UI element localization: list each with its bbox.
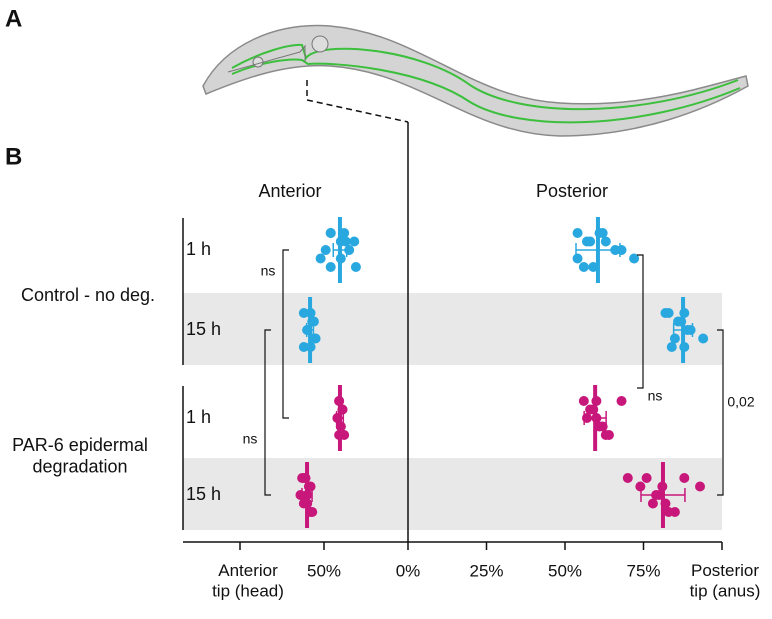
data-point [663,308,674,318]
data-point [669,333,680,344]
data-point [600,430,611,440]
data-point [635,481,646,492]
data-point [578,396,589,406]
comparison-label: ns [243,431,258,447]
worm-illustration [202,24,749,542]
data-point [588,262,599,272]
timepoint-label: 1 h [186,407,211,427]
data-point [666,342,677,352]
timepoint-label: 15 h [186,484,221,504]
data-point [325,228,336,238]
comparison-bracket [717,329,724,496]
data-point [647,498,658,509]
data-point [695,481,706,492]
comparison-bracket [282,249,289,419]
data-point [679,473,690,483]
x-tick-label: 50% [548,561,582,580]
data-point [616,396,627,406]
data-point [349,236,360,247]
data-point [320,245,331,255]
data-point [572,228,583,238]
data-point [578,262,589,272]
x-tick-label: 25% [469,561,503,580]
x-tick-label: 0% [396,561,421,580]
panel-label: B [5,143,22,170]
axis-title: Posterior [536,181,608,201]
data-point [315,253,326,264]
data-point [350,262,361,272]
data-point [663,507,674,517]
timepoint-label: 1 h [186,239,211,259]
data-point [622,473,633,483]
x-tick-label: Anterior tip (head) [212,561,284,600]
panel-label: A [5,5,22,32]
group-label: Control - no deg. [21,285,155,305]
data-point [325,262,336,272]
x-tick-label: 50% [307,561,341,580]
data-point [597,228,608,238]
data-point [698,333,709,344]
data-point [600,236,611,247]
comparison-bracket [264,329,271,496]
data-point [340,236,351,247]
data-point [581,236,592,247]
comparison-label: ns [261,263,276,279]
comparison-bracket [637,254,644,389]
comparison-label: ns [648,388,663,404]
data-point [629,253,640,264]
data-point [295,490,306,500]
data-point [641,473,652,483]
row-band [183,293,722,365]
x-tick-label: 75% [626,561,660,580]
data-point [572,253,583,264]
comparison-label: 0,02 [727,394,754,410]
data-point [616,245,627,255]
axis-title: Anterior [258,181,321,201]
row-band [183,458,722,530]
group-label: PAR-6 epidermal degradation [12,435,148,477]
x-tick-label: Posterior tip (anus) [690,561,761,600]
timepoint-label: 15 h [186,319,221,339]
